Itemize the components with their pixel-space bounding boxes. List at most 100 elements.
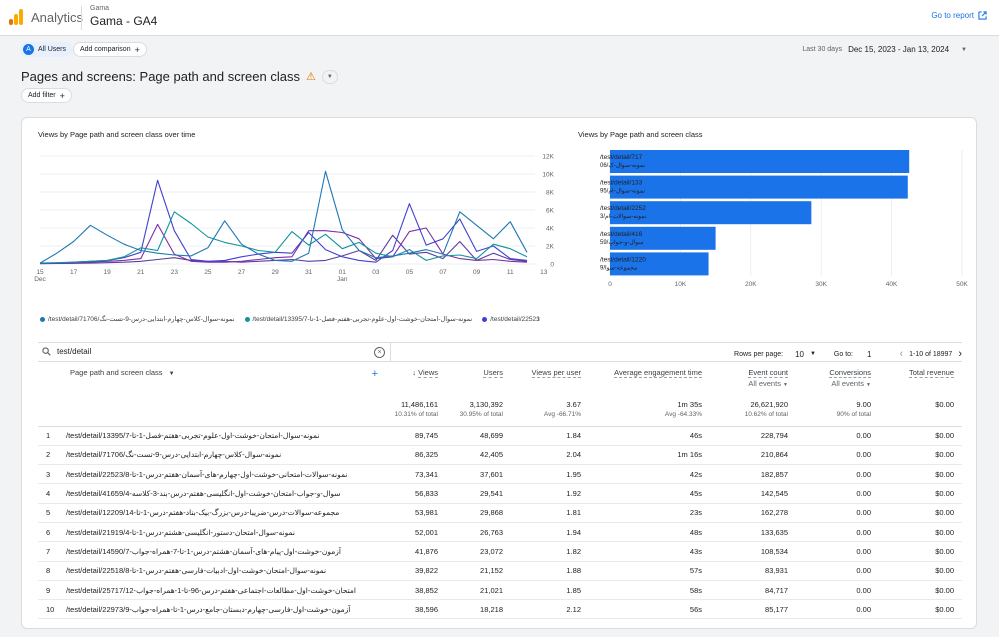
- views-per-user-header-label: Views per user: [531, 368, 581, 378]
- row-index: 1: [46, 431, 51, 441]
- table-row[interactable]: 2/test/detail/71706/نمونه-سوال-کلاس-چهار…: [38, 445, 962, 465]
- bar-chart[interactable]: 0 10K 20K 30K 40K 50K/test/detail/71706/نمونه…: [562, 146, 972, 316]
- bar[interactable]: [610, 150, 910, 173]
- bar[interactable]: [610, 252, 709, 276]
- row-revenue: $0.00: [935, 508, 954, 518]
- row-page-path[interactable]: /test/detail/22523/8-نمونه-سوالات-امتحان…: [66, 469, 348, 479]
- table-row[interactable]: 3/test/detail/22523/8-نمونه-سوالات-امتحا…: [38, 465, 962, 484]
- search-input[interactable]: test/detail: [57, 347, 92, 356]
- row-conversions: 0.00: [856, 489, 871, 499]
- row-views-per-user: 1.92: [566, 489, 581, 499]
- legend-item[interactable]: /test/detail/71706/نمونه-سوال-کلاس-چهارم…: [40, 315, 235, 323]
- series-line[interactable]: [39, 179, 528, 265]
- table-row[interactable]: 9/test/detail/25717/12-امتحان-خوشت-اول-م…: [38, 580, 962, 600]
- clear-search-icon[interactable]: ×: [374, 347, 385, 358]
- row-views-per-user: 1.84: [566, 431, 581, 441]
- table-row[interactable]: 4/test/detail/41659/4-سوال-و-جواب-امتحان…: [38, 484, 962, 504]
- table-row[interactable]: 1/test/detail/13395/7-نمونه-سوال-امتحان-…: [38, 426, 962, 446]
- toolbar-divider: [390, 343, 391, 361]
- table-row[interactable]: 10/test/detail/22973/9-آزمون-خوشت-اول-فا…: [38, 600, 962, 619]
- segment-chip-all-users[interactable]: A All Users: [20, 42, 74, 57]
- bar[interactable]: [610, 201, 812, 225]
- add-dimension-icon[interactable]: +: [371, 368, 378, 380]
- warning-icon[interactable]: ⚠: [305, 71, 316, 83]
- row-page-path[interactable]: /test/detail/41659/4-سوال-و-جواب-امتحان-…: [66, 489, 341, 499]
- totals-index: [38, 400, 66, 426]
- segment-label: All Users: [38, 46, 67, 53]
- total-value: 3.67: [566, 400, 581, 409]
- x-tick-label: 13: [540, 269, 548, 276]
- x-tick-label: 20K: [745, 281, 757, 288]
- table-row[interactable]: 8/test/detail/22518/8-نمونه-سوال-امتحان-…: [38, 561, 962, 581]
- go-to-report-link[interactable]: Go to report: [931, 11, 987, 20]
- views-per-user-header[interactable]: Views per user: [511, 364, 589, 400]
- table-search[interactable]: test/detail: [42, 347, 91, 356]
- x-tick-label: 17: [70, 269, 78, 276]
- total-revenue-header[interactable]: Total revenue: [879, 364, 962, 400]
- event-count-filter[interactable]: All events ▼: [710, 379, 788, 388]
- row-views-per-user: 1.88: [566, 566, 581, 576]
- series-line[interactable]: [39, 211, 528, 264]
- row-page-path[interactable]: /test/detail/14590/7-آزمون-خوشت-اول-پیام…: [66, 546, 342, 556]
- row-conversions: 0.00: [856, 566, 871, 576]
- line-chart[interactable]: 0 2K 4K 6K 8K 10K 12K 15 17 19 21 23 25 27 29 31 01 03 05 0…: [22, 146, 562, 316]
- chevron-down-icon[interactable]: ▼: [809, 351, 816, 357]
- add-filter-button[interactable]: Add filter +: [21, 88, 72, 103]
- total-event-count: 26,621,920 10.62% of total: [710, 400, 796, 426]
- legend-label: /test/detail/22523/8-نمونه-سوالات-خوشت-ا…: [490, 316, 540, 323]
- x-tick-label: 25: [204, 269, 212, 276]
- event-count-header[interactable]: Event count All events ▼: [710, 364, 796, 400]
- users-header-label: Users: [483, 368, 503, 378]
- row-users: 26,763: [480, 527, 503, 537]
- table-row[interactable]: 7/test/detail/14590/7-آزمون-خوشت-اول-پیا…: [38, 542, 962, 562]
- conversions-header[interactable]: Conversions All events ▼: [796, 364, 879, 400]
- row-page-path[interactable]: /test/detail/71706/نمونه-سوال-کلاس-چهارم…: [66, 450, 282, 460]
- report-dropdown-button[interactable]: ▼: [321, 69, 338, 84]
- legend-label: /test/detail/13395/7-نمونه-سوال-امتحان-خ…: [252, 316, 473, 323]
- category-label: 3/نمونه-سوالات-ام: [600, 213, 647, 220]
- row-page-path[interactable]: /test/detail/21919/4-نمونه-سوال-امتحان-د…: [66, 527, 295, 537]
- row-page-path[interactable]: /test/detail/25717/12-امتحان-خوشت-اول-مط…: [66, 585, 356, 595]
- chevron-down-icon: ▼: [961, 46, 967, 53]
- add-comparison-button[interactable]: Add comparison +: [73, 42, 147, 57]
- row-page-path[interactable]: /test/detail/12209/14-مجموعه-سوالات-درس-…: [66, 508, 340, 518]
- bar[interactable]: [610, 226, 716, 250]
- previous-page-icon[interactable]: ‹: [899, 348, 904, 360]
- category-label: /test/detail/133: [600, 180, 643, 187]
- bar[interactable]: [610, 175, 908, 199]
- dimension-header[interactable]: Page path and screen class ▼ +: [66, 364, 386, 400]
- row-views: 38,596: [415, 604, 438, 614]
- legend-item[interactable]: /test/detail/13395/7-نمونه-سوال-امتحان-خ…: [244, 315, 473, 323]
- total-pct: 30.95% of total: [459, 411, 503, 418]
- property-selector[interactable]: Gama - GA4: [90, 14, 158, 28]
- conversions-filter[interactable]: All events ▼: [796, 379, 871, 388]
- series-line[interactable]: [39, 223, 528, 265]
- views-header[interactable]: ↓ Views: [386, 364, 446, 400]
- total-value: 11,486,161: [401, 400, 438, 409]
- account-name[interactable]: Gama: [90, 5, 110, 12]
- row-page-path[interactable]: /test/detail/22973/9-آزمون-خوشت-اول-فارس…: [66, 604, 351, 614]
- avg-engagement-header-label: Average engagement time: [614, 368, 702, 378]
- rows-per-page-select[interactable]: 10: [795, 349, 804, 359]
- row-page-path[interactable]: /test/detail/22518/8-نمونه-سوال-امتحان-خ…: [66, 566, 327, 576]
- x-tick-label: 40K: [886, 281, 898, 288]
- date-range-picker[interactable]: Last 30 days Dec 15, 2023 - Jan 13, 2024…: [802, 45, 967, 54]
- next-page-icon[interactable]: ›: [958, 348, 962, 360]
- users-header[interactable]: Users: [446, 364, 511, 400]
- table-row[interactable]: 5/test/detail/12209/14-مجموعه-سوالات-درس…: [38, 503, 962, 523]
- legend-next-icon[interactable]: ›: [537, 314, 540, 323]
- row-conversions: 0.00: [856, 469, 871, 479]
- totals-label: [66, 400, 386, 426]
- avg-engagement-header[interactable]: Average engagement time: [589, 364, 710, 400]
- goto-page-input[interactable]: 1: [867, 349, 872, 359]
- row-conversions: 0.00: [856, 585, 871, 595]
- legend-swatch: [40, 316, 45, 322]
- bar-chart-title: Views by Page path and screen class: [578, 130, 703, 139]
- legend-item[interactable]: /test/detail/22523/8-نمونه-سوالات-خوشت-ا…: [482, 315, 540, 323]
- table-row[interactable]: 6/test/detail/21919/4-نمونه-سوال-امتحان-…: [38, 522, 962, 542]
- x-tick-label: 21: [137, 269, 145, 276]
- row-page-path[interactable]: /test/detail/13395/7-نمونه-سوال-امتحان-خ…: [66, 431, 320, 441]
- series-line[interactable]: [39, 170, 528, 264]
- row-avg-engagement: 43s: [689, 546, 702, 556]
- chevron-down-icon: ▼: [783, 382, 788, 388]
